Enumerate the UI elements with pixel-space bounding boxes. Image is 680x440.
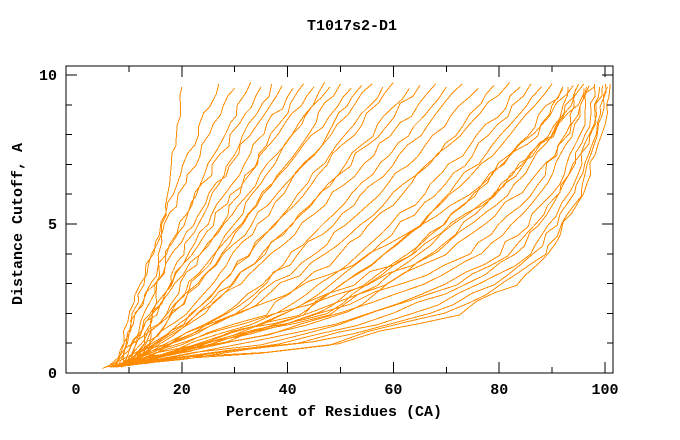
model-curve xyxy=(107,86,569,368)
x-axis-title: Percent of Residues (CA) xyxy=(226,404,442,421)
x-tick-label: 0 xyxy=(71,382,80,399)
model-curve xyxy=(133,82,394,365)
y-tick-label: 0 xyxy=(48,366,57,383)
model-curve xyxy=(112,85,590,368)
model-curve xyxy=(123,85,574,367)
model-curves xyxy=(102,82,611,369)
x-tick-label: 20 xyxy=(173,382,191,399)
model-curve xyxy=(122,83,220,366)
model-curve xyxy=(118,83,579,367)
model-curve xyxy=(134,88,577,365)
model-curve xyxy=(110,85,283,368)
model-curve xyxy=(102,86,564,369)
model-curve xyxy=(128,85,495,367)
model-curve xyxy=(133,83,273,365)
x-tick-label: 100 xyxy=(591,382,618,399)
model-curve xyxy=(115,86,609,368)
chart-title: T1017s2-D1 xyxy=(307,18,397,35)
model-curve xyxy=(123,83,532,367)
model-curve xyxy=(107,83,373,368)
model-curve xyxy=(123,83,596,367)
y-tick-label: 10 xyxy=(39,68,57,85)
x-tick-label: 40 xyxy=(279,382,297,399)
axis-tick-labels: 0 20 40 60 80 100 0 5 10 xyxy=(39,68,619,399)
model-curve xyxy=(133,83,463,365)
plot-frame xyxy=(65,65,614,374)
model-curve xyxy=(112,88,479,368)
model-curve xyxy=(110,83,611,368)
model-curve xyxy=(134,83,585,365)
axis-ticks xyxy=(66,66,613,373)
model-curve xyxy=(131,85,603,365)
y-axis-title: Distance Cutoff, A xyxy=(10,143,27,305)
model-curve xyxy=(118,82,511,368)
x-tick-label: 80 xyxy=(490,382,508,399)
model-curve xyxy=(123,88,294,366)
model-curve xyxy=(139,86,521,365)
model-curve xyxy=(112,86,331,368)
x-tick-label: 60 xyxy=(384,382,402,399)
model-curve xyxy=(123,86,587,367)
model-curve xyxy=(117,88,352,368)
model-curve xyxy=(117,86,315,368)
model-curve xyxy=(128,85,421,366)
y-tick-label: 5 xyxy=(48,217,57,234)
model-curve xyxy=(120,86,595,368)
model-curve xyxy=(123,86,447,367)
model-curve xyxy=(105,86,601,368)
model-curve xyxy=(146,86,183,365)
model-curve xyxy=(128,83,553,367)
model-curve xyxy=(128,82,252,365)
model-curve xyxy=(120,83,607,367)
model-curve xyxy=(125,83,341,366)
model-curve xyxy=(120,83,437,368)
model-curve xyxy=(128,88,585,365)
model-curve xyxy=(117,86,262,366)
model-curve xyxy=(115,88,236,368)
model-curve xyxy=(128,85,363,365)
